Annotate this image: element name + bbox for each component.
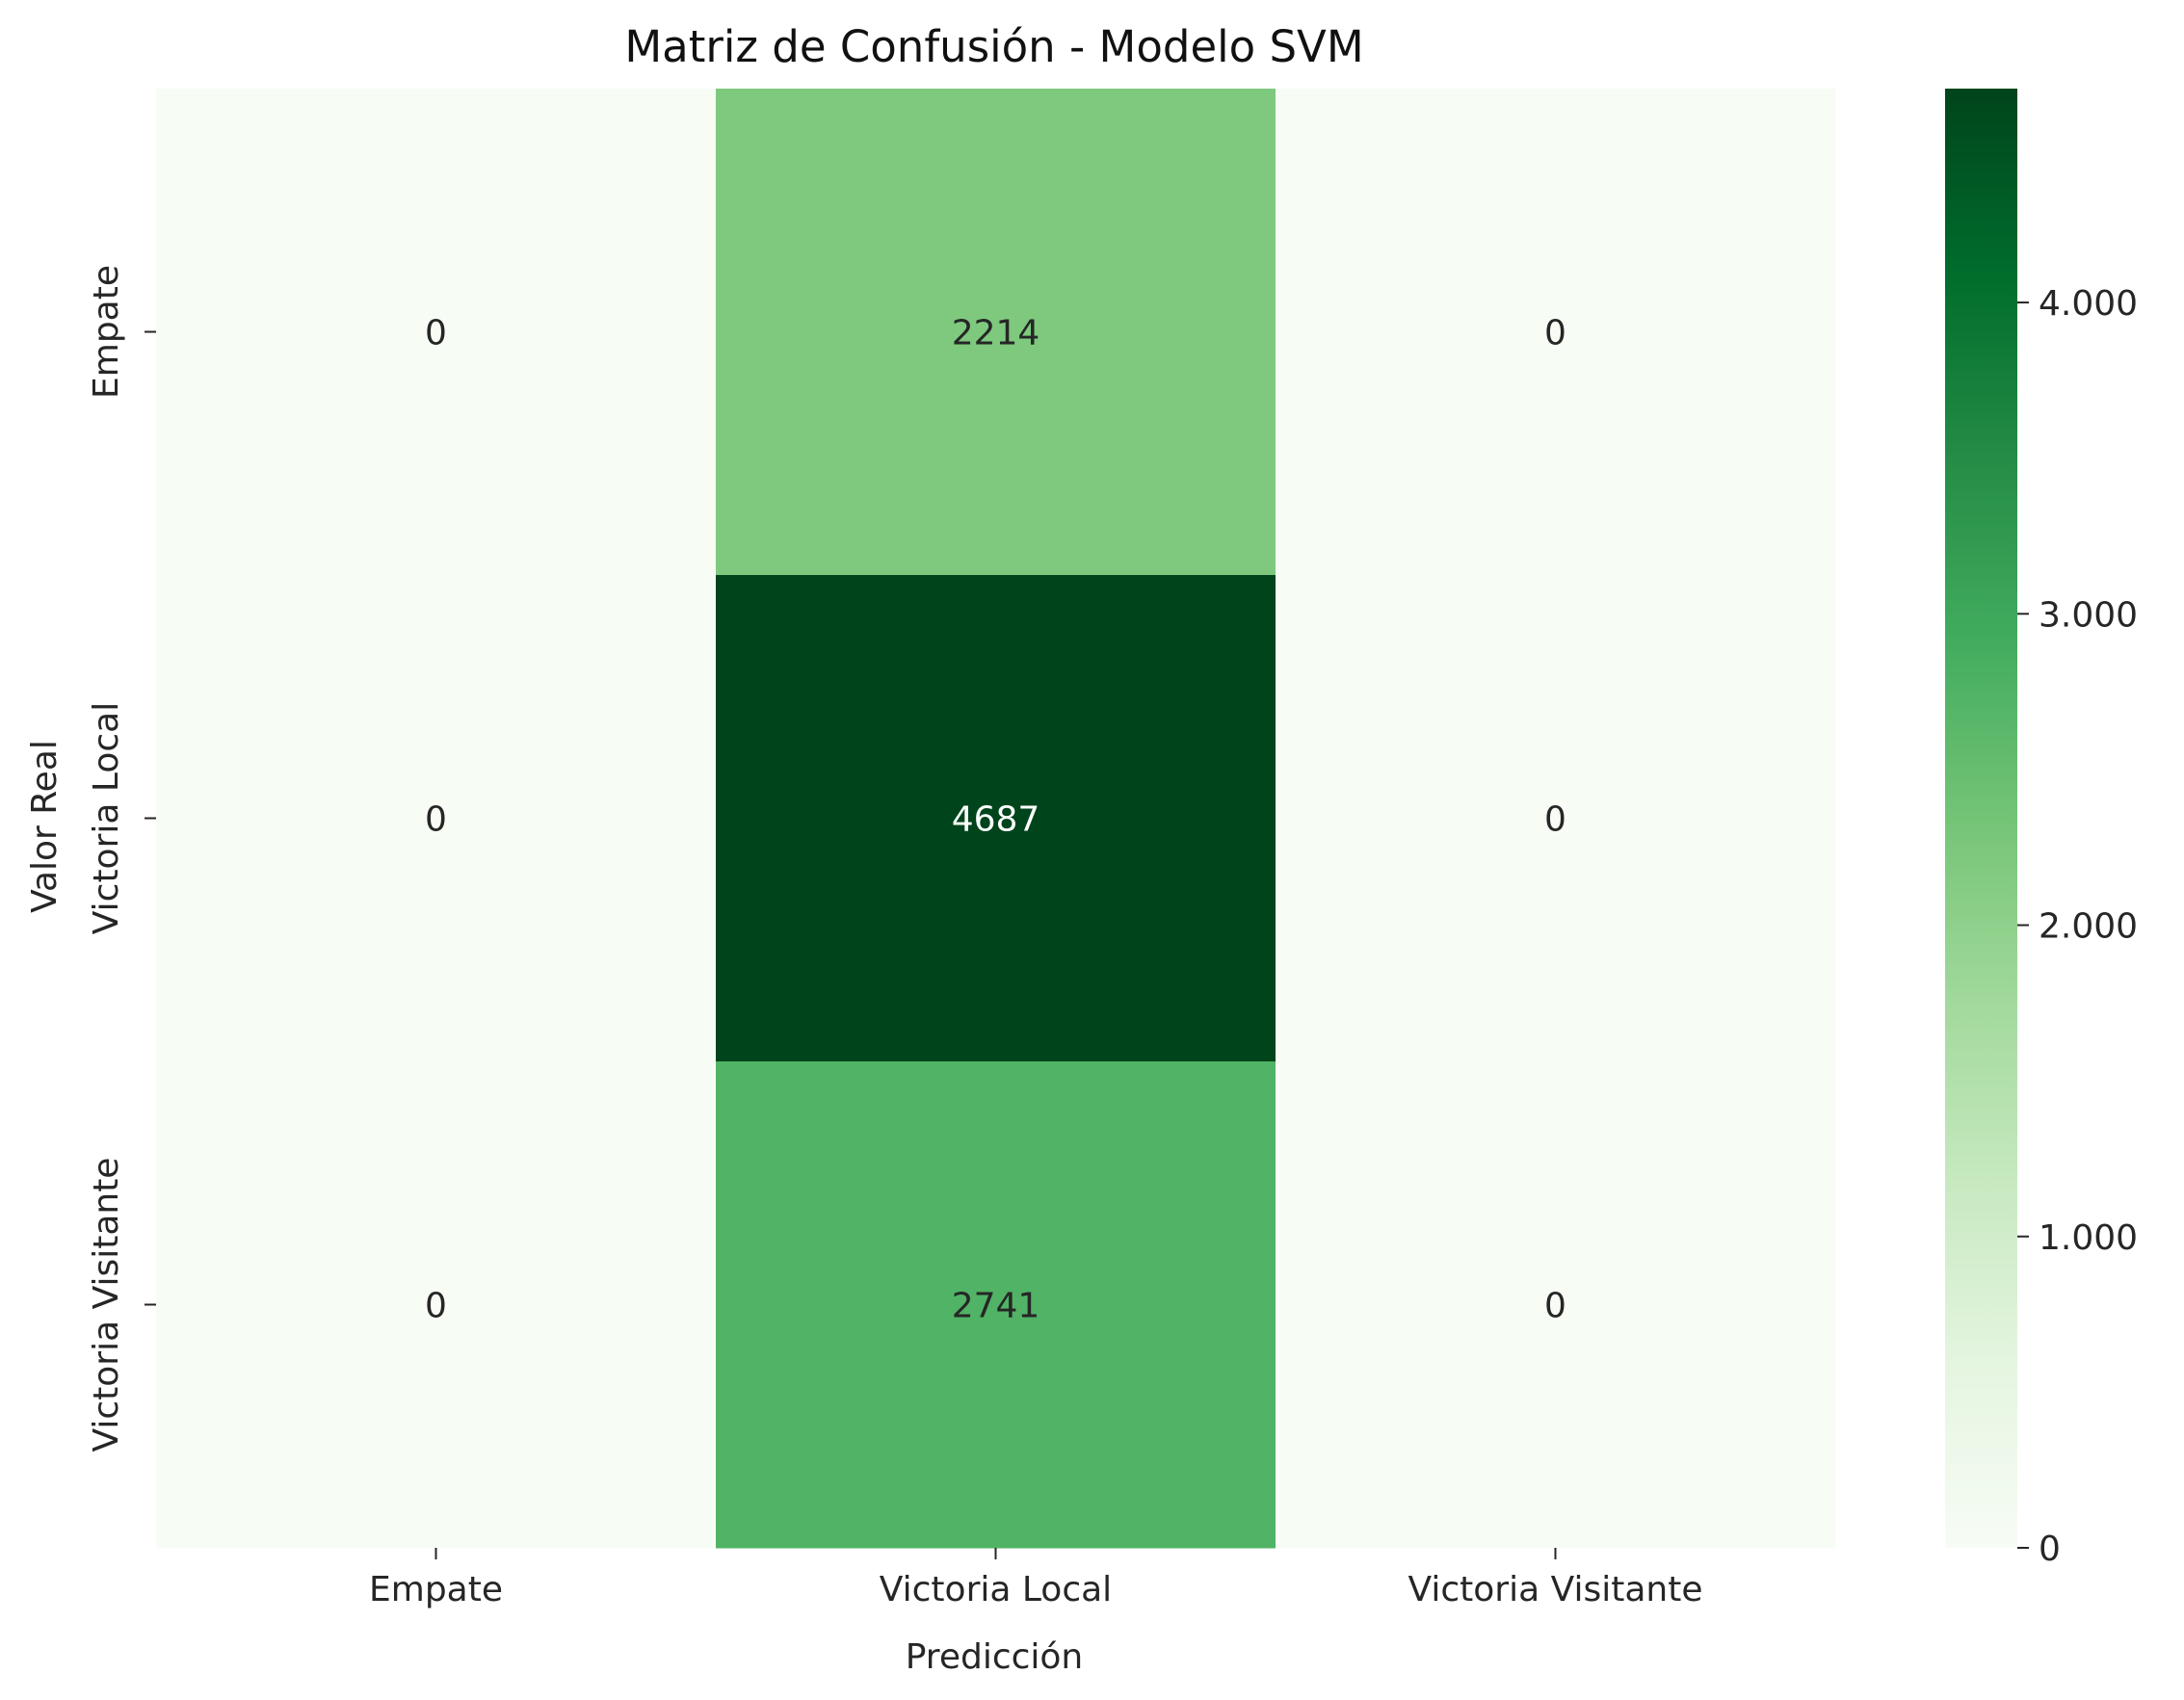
heatmap-cell — [156, 1061, 717, 1549]
colorbar-tick-label: 2.000 — [2039, 907, 2138, 947]
y-tick-label: Victoria Visitante — [87, 1158, 126, 1452]
x-tick-label: Victoria Local — [880, 1570, 1112, 1609]
x-tick-label: Victoria Visitante — [1408, 1570, 1703, 1609]
colorbar-gradient — [1945, 89, 2017, 1548]
heatmap-cell — [716, 575, 1276, 1062]
colorbar: 0 1.000 2.000 3.000 4.000 — [1945, 89, 2138, 1569]
cell-value-label: 2214 — [952, 314, 1040, 353]
heatmap-cell — [1276, 1061, 1836, 1549]
cell-value-label: 0 — [1544, 1287, 1566, 1326]
y-axis-ticks: Empate Victoria Local Victoria Visitante — [87, 265, 156, 1452]
heatmap-cell — [716, 1061, 1276, 1549]
colorbar-tick-label: 0 — [2039, 1530, 2061, 1569]
cell-value-label: 0 — [425, 1287, 447, 1326]
colorbar-tick-label: 4.000 — [2039, 284, 2138, 324]
chart-title: Matriz de Confusión - Modelo SVM — [624, 21, 1363, 72]
colorbar-ticks: 0 1.000 2.000 3.000 4.000 — [2017, 284, 2138, 1569]
heatmap-cells: 0 2214 0 0 4687 0 0 2741 0 — [156, 89, 1836, 1549]
cell-value-label: 0 — [425, 800, 447, 840]
heatmap-cell — [156, 575, 717, 1062]
colorbar-tick-label: 1.000 — [2039, 1218, 2138, 1258]
x-tick-label: Empate — [369, 1570, 503, 1609]
cell-value-label: 4687 — [952, 800, 1040, 840]
cell-value-label: 0 — [1544, 800, 1566, 840]
y-tick-label: Victoria Local — [87, 702, 126, 934]
y-axis-label: Valor Real — [25, 740, 65, 913]
colorbar-tick-label: 3.000 — [2039, 595, 2138, 635]
cell-value-label: 2741 — [952, 1287, 1040, 1326]
y-tick-label: Empate — [87, 265, 126, 399]
cell-value-label: 0 — [425, 314, 447, 353]
cell-value-label: 0 — [1544, 314, 1566, 353]
x-axis-label: Predicción — [906, 1637, 1084, 1677]
heatmap-cell — [1276, 575, 1836, 1062]
heatmap-cell — [716, 89, 1276, 576]
heatmap-cell — [156, 89, 717, 576]
heatmap-cell — [1276, 89, 1836, 576]
x-axis-ticks: Empate Victoria Local Victoria Visitante — [369, 1548, 1702, 1609]
